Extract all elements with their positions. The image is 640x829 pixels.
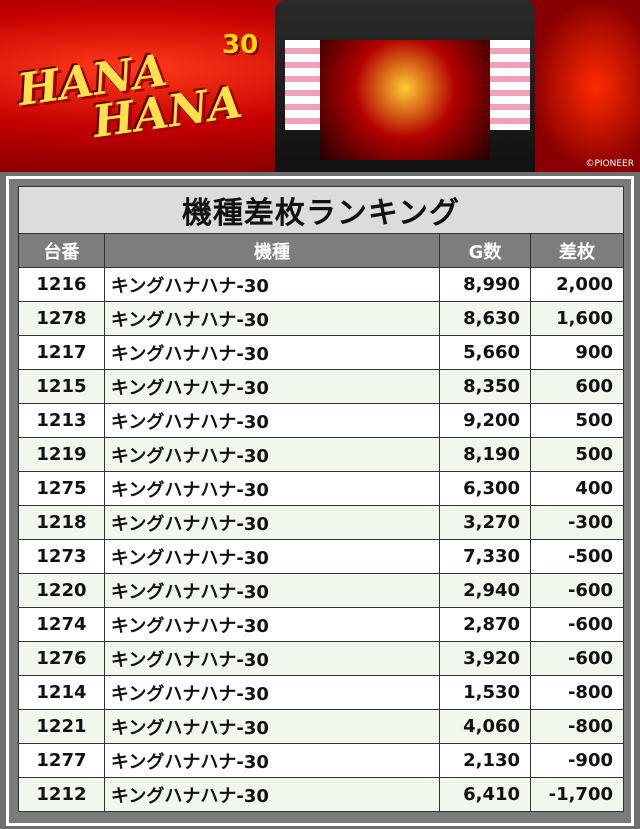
machine-number: 1217 <box>18 335 105 370</box>
model-name: キングハナハナ-30 <box>103 539 441 574</box>
model-name: キングハナハナ-30 <box>103 301 441 336</box>
games-count: 3,920 <box>439 641 532 676</box>
machine-number: 1277 <box>18 743 105 778</box>
machine-number: 1276 <box>18 641 105 676</box>
coin-difference: -300 <box>530 505 624 540</box>
games-count: 3,270 <box>439 505 532 540</box>
machine-number: 1218 <box>18 505 105 540</box>
machine-number: 1213 <box>18 403 105 438</box>
coin-difference: -800 <box>530 709 624 744</box>
games-count: 8,990 <box>439 267 532 302</box>
table-row: 1218 キングハナハナ-30 3,270 -300 <box>18 505 624 540</box>
model-name: キングハナハナ-30 <box>103 369 441 404</box>
ranking-table: 機種差枚ランキング 台番 機種 G数 差枚 1216 キングハナハナ-30 8,99… <box>18 186 624 812</box>
table-row: 1275 キングハナハナ-30 6,300 400 <box>18 471 624 506</box>
games-count: 8,630 <box>439 301 532 336</box>
coin-difference: -900 <box>530 743 624 778</box>
model-name: キングハナハナ-30 <box>103 335 441 370</box>
model-name: キングハナハナ-30 <box>103 403 441 438</box>
machine-number: 1212 <box>18 777 105 812</box>
games-count: 5,660 <box>439 335 532 370</box>
machine-number: 1215 <box>18 369 105 404</box>
table-row: 1219 キングハナハナ-30 8,190 500 <box>18 437 624 472</box>
table-row: 1278 キングハナハナ-30 8,630 1,600 <box>18 301 624 336</box>
coin-difference: 600 <box>530 369 624 404</box>
games-count: 7,330 <box>439 539 532 574</box>
games-count: 8,350 <box>439 369 532 404</box>
header-games: G数 <box>439 233 532 268</box>
model-name: キングハナハナ-30 <box>103 777 441 812</box>
table-row: 1274 キングハナハナ-30 2,870 -600 <box>18 607 624 642</box>
table-title: 機種差枚ランキング <box>18 186 624 234</box>
model-name: キングハナハナ-30 <box>103 267 441 302</box>
games-count: 6,410 <box>439 777 532 812</box>
table-row: 1217 キングハナハナ-30 5,660 900 <box>18 335 624 370</box>
banner-image: HANA HANA 30 ©PIONEER <box>0 0 640 172</box>
machine-number: 1274 <box>18 607 105 642</box>
model-name: キングハナハナ-30 <box>103 709 441 744</box>
copyright: ©PIONEER <box>585 159 634 169</box>
machine-number: 1273 <box>18 539 105 574</box>
games-count: 6,300 <box>439 471 532 506</box>
table-row: 1277 キングハナハナ-30 2,130 -900 <box>18 743 624 778</box>
games-count: 9,200 <box>439 403 532 438</box>
games-count: 2,870 <box>439 607 532 642</box>
machine-number: 1278 <box>18 301 105 336</box>
table-row: 1214 キングハナハナ-30 1,530 -800 <box>18 675 624 710</box>
model-name: キングハナハナ-30 <box>103 505 441 540</box>
games-count: 2,130 <box>439 743 532 778</box>
machine-number: 1219 <box>18 437 105 472</box>
model-name: キングハナハナ-30 <box>103 607 441 642</box>
machine-screen <box>320 40 490 160</box>
header-difference: 差枚 <box>530 233 624 268</box>
coin-difference: 1,600 <box>530 301 624 336</box>
coin-difference: -1,700 <box>530 777 624 812</box>
machine-number: 1220 <box>18 573 105 608</box>
flower-decoration <box>530 0 640 172</box>
coin-difference: -800 <box>530 675 624 710</box>
table-row: 1216 キングハナハナ-30 8,990 2,000 <box>18 267 624 302</box>
model-name: キングハナハナ-30 <box>103 675 441 710</box>
model-name: キングハナハナ-30 <box>103 573 441 608</box>
games-count: 1,530 <box>439 675 532 710</box>
table-row: 1212 キングハナハナ-30 6,410 -1,700 <box>18 777 624 812</box>
header-machine-number: 台番 <box>18 233 105 268</box>
games-count: 2,940 <box>439 573 532 608</box>
table-row: 1215 キングハナハナ-30 8,350 600 <box>18 369 624 404</box>
coin-difference: -600 <box>530 573 624 608</box>
coin-difference: -600 <box>530 641 624 676</box>
wing-left <box>285 40 325 130</box>
table-row: 1273 キングハナハナ-30 7,330 -500 <box>18 539 624 574</box>
table-row: 1220 キングハナハナ-30 2,940 -600 <box>18 573 624 608</box>
model-name: キングハナハナ-30 <box>103 437 441 472</box>
header-model: 機種 <box>103 233 441 268</box>
coin-difference: 500 <box>530 437 624 472</box>
coin-difference: 900 <box>530 335 624 370</box>
coin-difference: -500 <box>530 539 624 574</box>
model-name: キングハナハナ-30 <box>103 743 441 778</box>
machine-number: 1275 <box>18 471 105 506</box>
coin-difference: 400 <box>530 471 624 506</box>
table-row: 1213 キングハナハナ-30 9,200 500 <box>18 403 624 438</box>
logo: HANA HANA <box>14 44 246 149</box>
games-count: 8,190 <box>439 437 532 472</box>
coin-difference: 2,000 <box>530 267 624 302</box>
coin-difference: -600 <box>530 607 624 642</box>
machine-number: 1221 <box>18 709 105 744</box>
games-count: 4,060 <box>439 709 532 744</box>
anniversary-badge: 30 <box>222 30 259 60</box>
model-name: キングハナハナ-30 <box>103 641 441 676</box>
machine-number: 1214 <box>18 675 105 710</box>
table-row: 1276 キングハナハナ-30 3,920 -600 <box>18 641 624 676</box>
machine-number: 1216 <box>18 267 105 302</box>
table-row: 1221 キングハナハナ-30 4,060 -800 <box>18 709 624 744</box>
model-name: キングハナハナ-30 <box>103 471 441 506</box>
coin-difference: 500 <box>530 403 624 438</box>
wing-right <box>490 40 530 130</box>
